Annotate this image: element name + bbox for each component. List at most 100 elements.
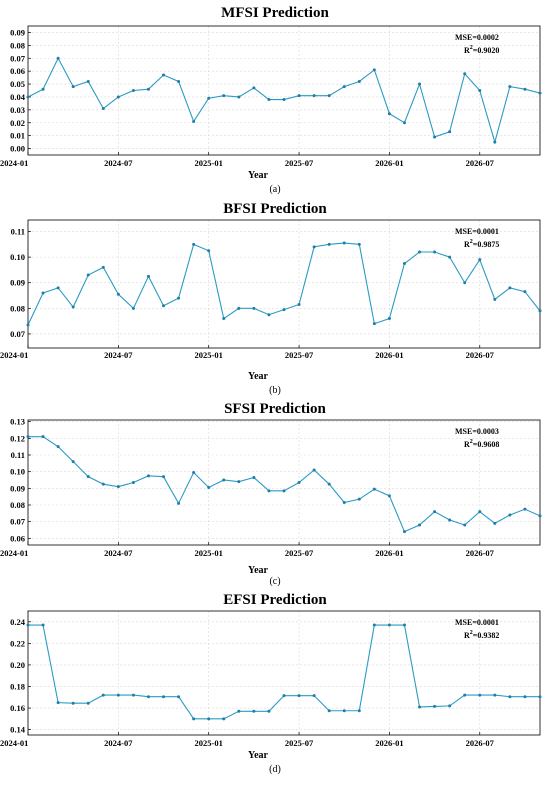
data-point — [312, 94, 316, 98]
x-axis-label: Year — [248, 750, 269, 761]
plot-frame — [27, 419, 541, 546]
data-point — [297, 694, 301, 698]
data-point — [26, 95, 30, 99]
y-tick-label: 0.09 — [10, 483, 25, 493]
x-tick-label: 2025-07 — [285, 350, 314, 360]
data-point — [433, 135, 437, 139]
y-tick-label: 0.18 — [10, 681, 25, 691]
x-tick-label: 2024-07 — [104, 738, 133, 748]
y-tick-label: 0.06 — [10, 533, 25, 543]
data-point — [523, 507, 527, 511]
x-tick-label: 2024-07 — [104, 350, 133, 360]
data-point — [282, 98, 286, 102]
data-point — [508, 286, 512, 290]
data-point — [41, 435, 45, 439]
data-point — [207, 249, 211, 253]
data-point — [56, 286, 60, 290]
r2-prefix: R — [464, 631, 470, 640]
data-point — [131, 89, 135, 92]
data-point — [418, 250, 422, 254]
data-point — [86, 701, 90, 705]
data-point — [192, 471, 196, 474]
data-point — [116, 693, 120, 697]
y-tick-label: 0.02 — [10, 118, 25, 128]
data-point — [267, 98, 271, 102]
r2-prefix: R — [464, 240, 470, 249]
data-point — [297, 481, 301, 484]
x-tick-label: 2026-01 — [375, 548, 403, 558]
x-tick-label: 2024-07 — [104, 158, 133, 168]
x-tick-label: 2026-01 — [375, 738, 403, 748]
y-tick-label: 0.07 — [10, 517, 26, 527]
plot-frame — [27, 610, 541, 736]
data-point — [252, 476, 256, 479]
data-point — [131, 693, 135, 697]
panel-caption: (b) — [269, 385, 281, 396]
r2-value: =0.9608 — [473, 440, 500, 449]
data-point — [418, 523, 422, 527]
data-point — [387, 623, 391, 627]
data-point — [448, 130, 452, 134]
data-point — [282, 489, 286, 493]
data-point — [162, 475, 166, 479]
r2-exponent: 2 — [470, 45, 473, 51]
data-point — [56, 445, 60, 449]
y-tick-label: 0.06 — [10, 66, 25, 76]
data-point — [192, 717, 196, 721]
data-point — [357, 79, 361, 83]
data-point — [177, 296, 181, 300]
panel-caption: (a) — [269, 184, 280, 195]
y-tick-label: 0.10 — [10, 467, 25, 477]
data-point — [237, 709, 241, 713]
data-point — [448, 518, 452, 522]
data-point — [402, 121, 406, 125]
plot-frame — [27, 25, 541, 156]
data-point — [177, 695, 181, 699]
data-point — [342, 241, 346, 245]
data-point — [267, 709, 271, 713]
data-point — [237, 306, 241, 310]
data-point — [207, 717, 211, 721]
y-tick-label: 0.10 — [10, 252, 25, 262]
y-tick-label: 0.11 — [11, 450, 25, 460]
data-point — [372, 623, 376, 627]
data-point — [192, 242, 196, 246]
y-tick-label: 0.11 — [11, 227, 25, 237]
data-point — [116, 485, 120, 489]
y-tick-label: 0.22 — [10, 638, 25, 648]
data-point — [131, 306, 135, 310]
chart-panel-3: EFSI Prediction 0.14 0.16 0.18 0.20 0.22 0.24 2… — [0, 592, 542, 775]
data-point — [538, 91, 542, 95]
data-point — [86, 475, 90, 479]
x-tick-label: 2026-07 — [466, 738, 495, 748]
data-point — [327, 482, 331, 486]
chart-title: SFSI Prediction — [224, 401, 326, 417]
y-tick-label: 0.03 — [10, 105, 25, 115]
y-tick-label: 0.09 — [10, 27, 25, 37]
data-point — [342, 501, 346, 504]
data-point — [387, 112, 391, 116]
data-point — [41, 87, 45, 91]
data-point — [192, 119, 196, 123]
data-point — [267, 489, 271, 493]
r2-prefix: R — [464, 440, 470, 449]
data-point — [26, 435, 30, 439]
panel-caption: (c) — [269, 576, 280, 587]
x-tick-label: 2024-01 — [0, 158, 28, 168]
data-point — [207, 96, 211, 100]
x-tick-label: 2025-01 — [195, 158, 223, 168]
data-point — [387, 494, 391, 498]
y-tick-label: 0.08 — [10, 40, 25, 50]
data-point — [86, 273, 90, 277]
x-tick-label: 2024-01 — [0, 738, 28, 748]
data-point — [26, 323, 30, 327]
data-point — [418, 705, 422, 709]
y-tick-label: 0.07 — [10, 53, 26, 63]
data-point — [267, 313, 271, 317]
data-point — [71, 701, 75, 705]
data-point — [146, 87, 150, 91]
series-line — [28, 436, 541, 533]
data-point — [523, 290, 527, 294]
x-tick-label: 2026-07 — [466, 158, 495, 168]
